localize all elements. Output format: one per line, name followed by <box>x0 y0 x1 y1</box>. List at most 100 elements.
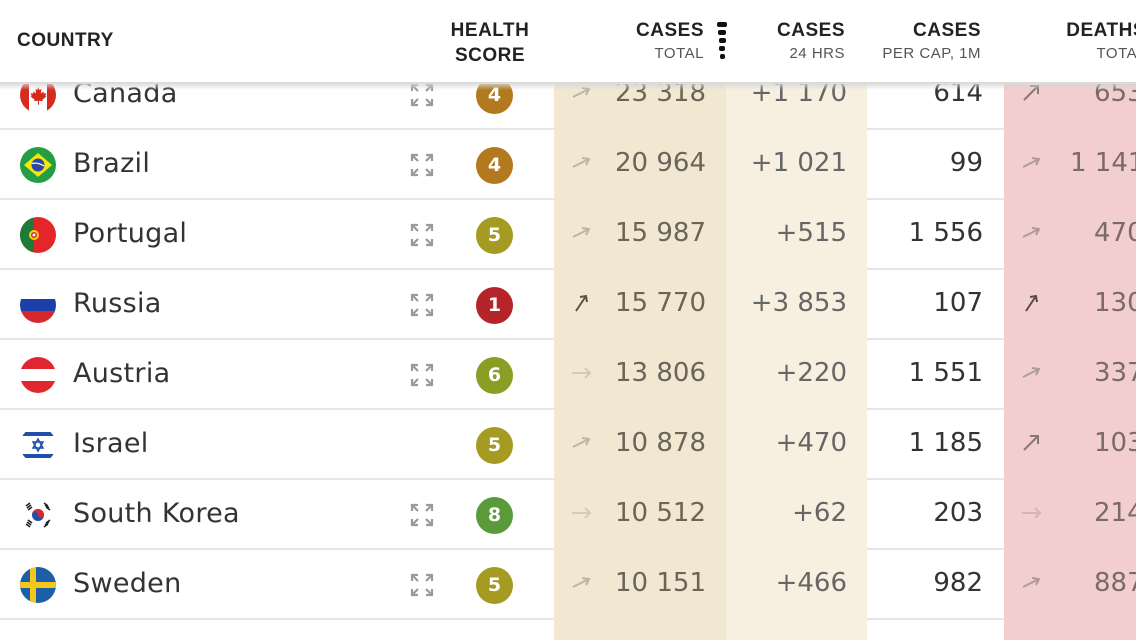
row-divider <box>867 128 1004 130</box>
health-score-column-header[interactable]: HEALTH SCORE <box>440 18 540 68</box>
cases-total-header-sub: TOTAL <box>654 45 704 62</box>
cases-per-capita-value: 1 185 <box>908 428 983 458</box>
cases-per-capita-value: 99 <box>949 148 983 178</box>
expand-icon[interactable] <box>410 363 434 387</box>
expand-icon[interactable] <box>410 223 434 247</box>
trend-up-slight-icon <box>570 430 594 456</box>
health-score-badge: 5 <box>476 427 513 464</box>
cases-total-value: 20 964 <box>615 148 706 178</box>
trend-up-icon <box>570 290 594 316</box>
row-divider <box>867 478 1004 480</box>
row-divider <box>867 268 1004 270</box>
table-row[interactable]: Austria 6 13 806 +220 1 551 337 <box>0 340 1136 410</box>
cases-total-value: 15 987 <box>615 218 706 248</box>
row-divider <box>0 198 554 200</box>
deaths-total-value: 1 141 <box>1070 148 1136 178</box>
austria-flag-icon <box>20 357 56 393</box>
country-name[interactable]: Portugal <box>73 218 188 249</box>
row-divider <box>0 268 554 270</box>
cases-total-column-header[interactable]: CASES TOTAL <box>636 20 704 62</box>
cases-24h-value: +515 <box>775 218 847 248</box>
table-row[interactable]: Portugal 5 15 987 +515 1 556 470 <box>0 200 1136 270</box>
cases-per-capita-value: 982 <box>933 568 983 598</box>
cases-total-value: 10 512 <box>615 498 706 528</box>
deaths-total-value: 130 <box>1094 288 1136 318</box>
trend-up-slight-icon <box>1020 150 1044 176</box>
row-divider <box>867 198 1004 200</box>
expand-icon[interactable] <box>410 293 434 317</box>
header-shadow <box>0 82 1136 90</box>
cases-per-capita-value: 203 <box>933 498 983 528</box>
portugal-flag-icon <box>20 217 56 253</box>
deaths-total-value: 470 <box>1094 218 1136 248</box>
cases-per-capita-value: 107 <box>933 288 983 318</box>
cases-24h-column-header[interactable]: CASES 24 HRS <box>777 20 845 62</box>
cases-per-capita-value: 1 551 <box>908 358 983 388</box>
cases-total-value: 15 770 <box>615 288 706 318</box>
table-header: COUNTRY HEALTH SCORE CASES TOTAL CASES 2… <box>0 0 1136 84</box>
cases-24h-header-title: CASES <box>777 20 845 41</box>
trend-up-icon <box>1020 290 1044 316</box>
cases-24h-value: +470 <box>775 428 847 458</box>
health-score-badge: 4 <box>476 147 513 184</box>
deaths-total-column-header[interactable]: DEATHS TOTAL <box>1066 20 1136 62</box>
health-score-badge: 5 <box>476 567 513 604</box>
table-row[interactable]: Russia 1 15 770 +3 853 107 130 <box>0 270 1136 340</box>
health-score-badge: 5 <box>476 217 513 254</box>
row-divider <box>867 548 1004 550</box>
table-row[interactable]: Israel 5 10 878 +470 1 185 103 <box>0 410 1136 480</box>
trend-up-slight-icon <box>1020 220 1044 246</box>
row-divider <box>0 618 554 620</box>
country-column-header[interactable]: COUNTRY <box>17 30 114 52</box>
row-divider <box>867 618 1004 620</box>
deaths-header-sub: TOTAL <box>1096 45 1136 62</box>
israel-flag-icon <box>20 427 56 463</box>
country-name[interactable]: Brazil <box>73 148 151 179</box>
country-name[interactable]: Sweden <box>73 568 182 599</box>
row-divider <box>0 548 554 550</box>
brazil-flag-icon <box>20 147 56 183</box>
cases-24h-header-sub: 24 HRS <box>789 45 845 62</box>
country-name[interactable]: Israel <box>73 428 149 459</box>
cases-24h-column-bg <box>726 0 867 640</box>
trend-flat-icon <box>570 360 594 386</box>
country-name[interactable]: Austria <box>73 358 171 389</box>
country-header-label: COUNTRY <box>17 30 114 51</box>
trend-flat-icon <box>570 500 594 526</box>
score-header-label: SCORE <box>454 45 526 66</box>
cases-per-capita-column-header[interactable]: CASES PER CAP, 1M <box>882 20 981 62</box>
expand-icon[interactable] <box>410 573 434 597</box>
deaths-header-title: DEATHS <box>1066 20 1136 41</box>
cases-percap-header-title: CASES <box>913 20 981 41</box>
sort-descending-icon[interactable] <box>716 22 728 62</box>
table-row[interactable]: South Korea 8 10 512 +62 203 214 <box>0 480 1136 550</box>
deaths-total-value: 887 <box>1094 568 1136 598</box>
sweden-flag-icon <box>20 567 56 603</box>
expand-icon[interactable] <box>410 503 434 527</box>
deaths-column-bg <box>1004 0 1136 640</box>
country-name[interactable]: South Korea <box>73 498 240 529</box>
trend-up-icon <box>1020 430 1044 456</box>
trend-flat-icon <box>1020 500 1044 526</box>
cases-total-value: 10 151 <box>615 568 706 598</box>
row-divider <box>867 408 1004 410</box>
cases-total-column-bg <box>554 0 726 640</box>
country-name[interactable]: Russia <box>73 288 162 319</box>
expand-icon[interactable] <box>410 153 434 177</box>
table-row[interactable]: Brazil 4 20 964 +1 021 99 1 141 <box>0 130 1136 200</box>
row-divider <box>0 478 554 480</box>
cases-percap-header-sub: PER CAP, 1M <box>882 45 981 62</box>
trend-up-slight-icon <box>1020 570 1044 596</box>
deaths-total-value: 214 <box>1094 498 1136 528</box>
health-score-badge: 6 <box>476 357 513 394</box>
table-row[interactable]: Sweden 5 10 151 +466 982 887 <box>0 550 1136 620</box>
south-korea-flag-icon <box>20 497 56 533</box>
health-header-label: HEALTH <box>450 20 530 41</box>
cases-24h-value: +220 <box>775 358 847 388</box>
cases-24h-value: +466 <box>775 568 847 598</box>
deaths-total-value: 103 <box>1094 428 1136 458</box>
trend-up-slight-icon <box>570 220 594 246</box>
cases-24h-value: +1 021 <box>750 148 847 178</box>
cases-per-capita-value: 1 556 <box>908 218 983 248</box>
cases-24h-value: +62 <box>792 498 847 528</box>
